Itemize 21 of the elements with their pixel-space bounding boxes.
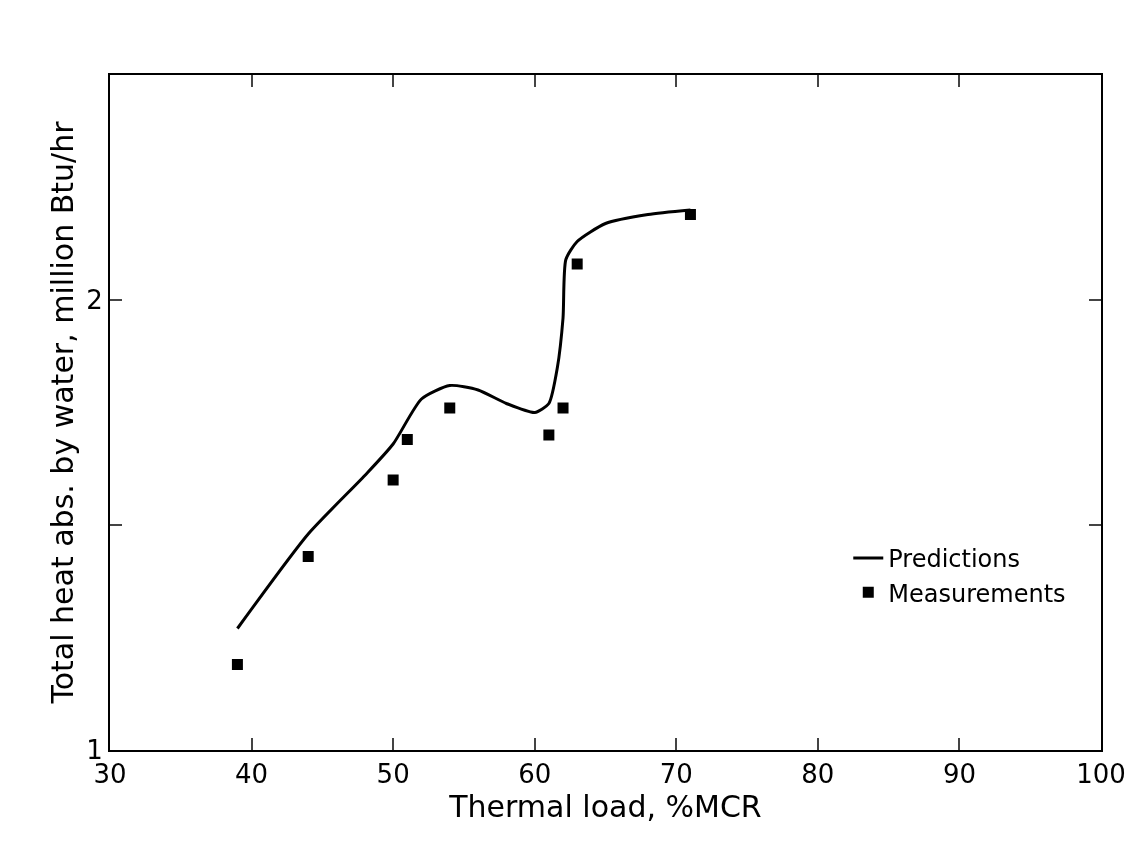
- point: [557, 402, 569, 414]
- point: [543, 429, 555, 441]
- x-tick-label: 40: [235, 759, 269, 790]
- x-tick-label: 70: [659, 759, 693, 790]
- legend-label: Measurements: [888, 579, 1066, 608]
- point: [302, 551, 314, 562]
- point: [401, 434, 413, 445]
- x-axis-title: Thermal load, %MCR: [448, 789, 762, 825]
- x-tick-label: 60: [518, 759, 552, 790]
- point: [684, 209, 696, 220]
- point: [231, 659, 243, 670]
- x-tick-label: 80: [801, 759, 835, 790]
- y-axis-title: Total heat abs. by water, million Btu/hr: [44, 120, 80, 705]
- x-tick-label: 50: [376, 759, 410, 790]
- y-tick-label: 2: [86, 285, 103, 316]
- point: [571, 258, 583, 270]
- legend-label: Predictions: [888, 545, 1020, 574]
- x-tick-label: 90: [942, 759, 976, 790]
- point: [387, 474, 399, 486]
- point: [444, 402, 456, 414]
- x-tick-label: 100: [1076, 759, 1126, 790]
